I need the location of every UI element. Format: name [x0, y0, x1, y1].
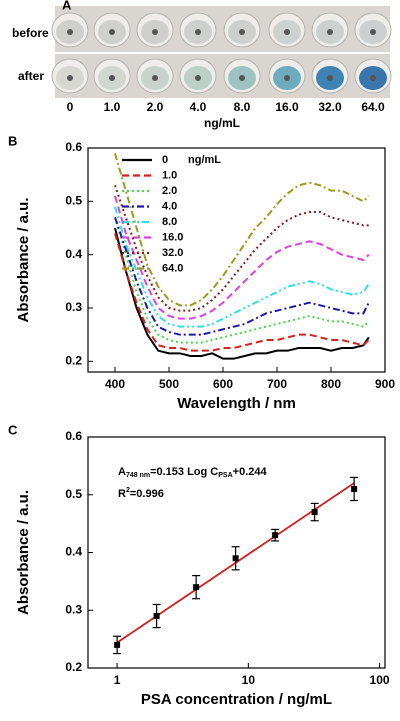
x-tick-label: 1 — [114, 673, 121, 687]
x-tick-label: 500 — [159, 377, 179, 391]
series-line — [114, 206, 370, 328]
series-line — [114, 217, 370, 336]
plot-frame — [87, 147, 386, 373]
x-tick-label: 700 — [267, 377, 287, 391]
point — [232, 555, 239, 562]
y-tick-label: 0.6 — [65, 429, 82, 443]
bead — [327, 75, 333, 81]
y-tick-label: 0.3 — [65, 602, 82, 616]
concentration-label: 16.0 — [275, 100, 299, 114]
x-tick-label: 10 — [242, 673, 256, 687]
row-label: after — [18, 69, 44, 83]
y-tick-label: 0.5 — [65, 194, 82, 208]
series-line — [114, 233, 370, 352]
series-line — [114, 185, 369, 312]
bead — [195, 29, 201, 35]
panel-label: A — [62, 0, 72, 12]
bead — [152, 29, 158, 35]
annotation-part: =0.153 Log C — [150, 466, 218, 478]
annotation: R2=0.996 — [118, 487, 164, 500]
bead — [327, 29, 333, 35]
x-tick-label: 900 — [375, 377, 395, 391]
point — [311, 509, 318, 516]
bead — [284, 29, 290, 35]
legend-label: 16.0 — [162, 231, 183, 243]
unit-label: ng/mL — [204, 116, 240, 130]
legend-label: 4.0 — [162, 200, 177, 212]
y-tick-label: 0.4 — [65, 247, 82, 261]
concentration-label: 2.0 — [147, 100, 164, 114]
annotation-part: PSA — [218, 472, 232, 479]
series-line — [114, 227, 370, 360]
y-axis-label: Absorbance / a.u. — [15, 197, 32, 322]
bead — [67, 75, 73, 81]
point — [114, 641, 121, 648]
legend-title: ng/mL — [188, 154, 221, 166]
y-tick-label: 0.2 — [65, 354, 82, 368]
concentration-label: 4.0 — [190, 100, 207, 114]
legend-label: 32.0 — [162, 247, 183, 259]
legend-label: 2.0 — [162, 185, 177, 197]
y-axis-label: Absorbance / a.u. — [15, 490, 32, 615]
x-tick-label: 600 — [213, 377, 233, 391]
y-tick-label: 0.2 — [65, 660, 82, 674]
annotation: A748 nm=0.153 Log CPSA+0.244 — [118, 466, 267, 479]
concentration-label: 8.0 — [234, 100, 251, 114]
legend-label: 8.0 — [162, 216, 177, 228]
annotation-part: A — [118, 466, 126, 478]
y-tick-label: 0.3 — [65, 300, 82, 314]
bead — [152, 75, 158, 81]
bead — [370, 75, 376, 81]
annotation-part: =0.996 — [130, 488, 164, 500]
y-tick-label: 0.6 — [65, 140, 82, 154]
y-tick-label: 0.5 — [65, 487, 82, 501]
x-axis-label: Wavelength / nm — [177, 395, 296, 412]
panel-label: C — [8, 422, 18, 437]
annotation-part: 2 — [126, 487, 130, 494]
concentration-label: 1.0 — [104, 100, 121, 114]
annotation-part: +0.244 — [233, 466, 268, 478]
bead — [109, 29, 115, 35]
point — [272, 532, 279, 539]
legend-label: 64.0 — [162, 262, 183, 274]
legend-label: 1.0 — [162, 169, 177, 181]
legend-label: 0 — [162, 154, 168, 166]
bead — [370, 29, 376, 35]
bead — [109, 75, 115, 81]
x-tick-label: 100 — [370, 673, 390, 687]
point — [193, 584, 200, 591]
point — [351, 485, 358, 492]
bead — [284, 75, 290, 81]
series-line — [114, 195, 370, 320]
x-axis-label: PSA concentration / ng/mL — [141, 691, 332, 708]
panel-label: B — [8, 133, 17, 148]
concentration-label: 32.0 — [318, 100, 342, 114]
annotation-part: R — [118, 488, 126, 500]
x-tick-label: 800 — [321, 377, 341, 391]
x-tick-label: 400 — [105, 377, 125, 391]
bead — [67, 29, 73, 35]
row-label: before — [12, 26, 49, 40]
bead — [239, 29, 245, 35]
concentration-label: 0 — [67, 100, 74, 114]
y-tick-label: 0.4 — [65, 545, 82, 559]
concentration-label: 64.0 — [361, 100, 385, 114]
point — [153, 613, 160, 620]
bead — [239, 75, 245, 81]
series-line — [114, 153, 370, 307]
annotation-part: 748 nm — [126, 472, 150, 479]
series-line — [114, 217, 370, 344]
bead — [195, 75, 201, 81]
